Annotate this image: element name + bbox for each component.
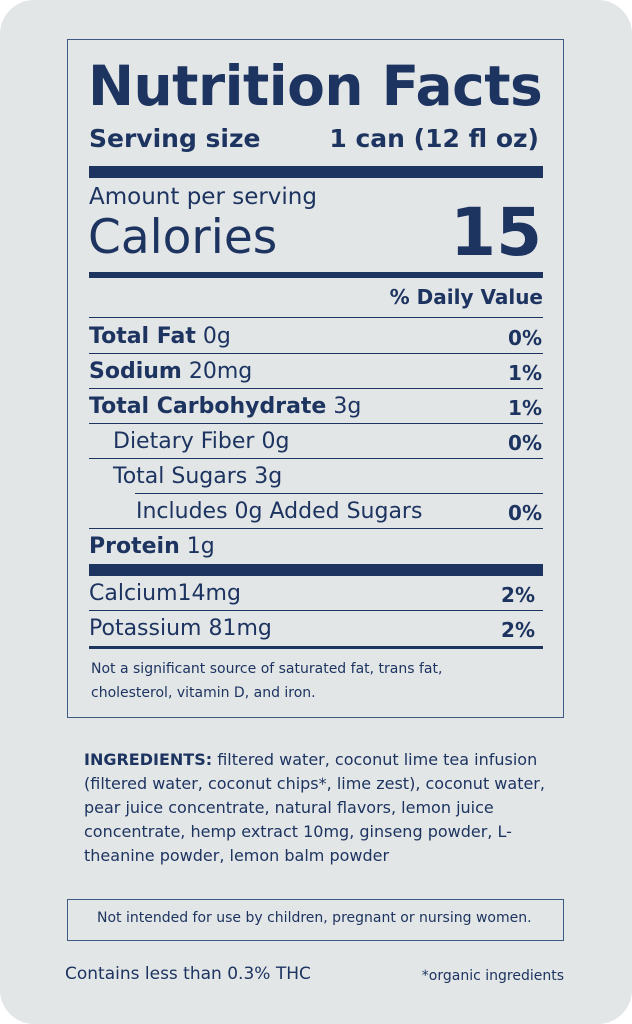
nutrient-name: Total Carbohydrate bbox=[89, 394, 327, 419]
nutrient-row-total-fat: Total Fat 0g bbox=[89, 324, 231, 349]
thc-note: Contains less than 0.3% THC bbox=[65, 964, 311, 984]
medium-divider bbox=[89, 646, 543, 649]
nutrient-row-total-carbohydrate: Total Carbohydrate 3g bbox=[89, 394, 361, 419]
mineral-name: Potassium bbox=[89, 616, 202, 641]
nutrient-row-dietary-fiber: Dietary Fiber 0g bbox=[113, 429, 290, 454]
nutrient-name: Total Fat bbox=[89, 324, 196, 349]
organic-note: *organic ingredients bbox=[421, 968, 564, 984]
nutrient-row-added-sugars: Includes 0g Added Sugars bbox=[136, 499, 423, 524]
ingredients-text: filtered water, coconut lime tea infusio… bbox=[84, 750, 545, 865]
mineral-name: Calcium bbox=[89, 581, 178, 606]
nutrient-name: Protein bbox=[89, 534, 180, 559]
nutrient-row-total-sugars: Total Sugars 3g bbox=[113, 464, 283, 489]
mineral-dv: 2% bbox=[501, 618, 535, 642]
nutrient-dv: 0% bbox=[508, 326, 542, 350]
mineral-dv: 2% bbox=[501, 583, 535, 607]
nutrient-amount: 1g bbox=[186, 534, 215, 559]
serving-size-label: Serving size bbox=[89, 124, 261, 153]
nutrient-amount: 20mg bbox=[188, 359, 253, 384]
thick-divider bbox=[89, 166, 543, 178]
nutrient-row-sodium: Sodium 20mg bbox=[89, 359, 252, 384]
mineral-amount: 14mg bbox=[177, 581, 241, 606]
row-divider bbox=[89, 317, 543, 318]
amount-per-serving: Amount per serving bbox=[89, 184, 317, 210]
mineral-row-calcium: Calcium14mg bbox=[89, 581, 241, 606]
mineral-amount: 81mg bbox=[208, 616, 272, 641]
nutrient-dv: 1% bbox=[508, 396, 542, 420]
nutrient-name: Sodium bbox=[89, 359, 182, 384]
row-divider bbox=[89, 458, 543, 459]
medium-divider bbox=[89, 272, 543, 278]
ingredients-list: INGREDIENTS: filtered water, coconut lim… bbox=[84, 748, 554, 868]
warning-text: Not intended for use by children, pregna… bbox=[97, 910, 532, 926]
nutrition-facts-title: Nutrition Facts bbox=[88, 54, 543, 118]
nutrient-row-protein: Protein 1g bbox=[89, 534, 215, 559]
nutrient-dv: 1% bbox=[508, 361, 542, 385]
calories-label: Calories bbox=[88, 210, 278, 265]
row-divider bbox=[89, 528, 543, 529]
daily-value-header: % Daily Value bbox=[389, 285, 543, 309]
row-divider bbox=[89, 610, 543, 611]
row-divider bbox=[89, 353, 543, 354]
warning-box bbox=[67, 899, 564, 941]
nutrient-amount: 0g bbox=[202, 324, 231, 349]
mineral-row-potassium: Potassium 81mg bbox=[89, 616, 272, 641]
nutrient-dv: 0% bbox=[508, 501, 542, 525]
row-divider bbox=[89, 388, 543, 389]
nutrition-facts-panel bbox=[67, 39, 564, 718]
ingredients-heading: INGREDIENTS: bbox=[84, 750, 213, 769]
thick-divider bbox=[89, 564, 543, 576]
nutrient-amount: 3g bbox=[333, 394, 362, 419]
calories-value: 15 bbox=[450, 194, 542, 271]
nutrient-dv: 0% bbox=[508, 431, 542, 455]
row-divider bbox=[135, 493, 543, 494]
serving-size-value: 1 can (12 fl oz) bbox=[329, 124, 539, 153]
nutrition-footnote: Not a significant source of saturated fa… bbox=[91, 661, 443, 701]
row-divider bbox=[89, 423, 543, 424]
